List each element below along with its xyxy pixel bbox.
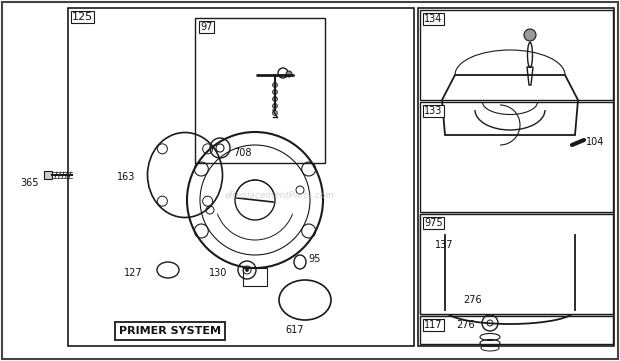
Circle shape: [286, 71, 292, 77]
Circle shape: [273, 110, 278, 116]
Circle shape: [524, 29, 536, 41]
Text: 137: 137: [435, 240, 453, 250]
Text: 97: 97: [200, 22, 213, 32]
Text: 276: 276: [463, 295, 482, 305]
Text: 127: 127: [125, 268, 143, 278]
Bar: [420, 214, 613, 314]
Circle shape: [273, 90, 278, 95]
Circle shape: [273, 83, 278, 87]
Text: 975: 975: [424, 218, 443, 228]
Circle shape: [273, 104, 278, 109]
Text: 130: 130: [208, 268, 227, 278]
Text: 125: 125: [72, 12, 93, 22]
Text: 163: 163: [117, 172, 135, 182]
Bar: [418, 8, 614, 346]
Bar: [44, 171, 52, 179]
Text: 133: 133: [424, 106, 443, 116]
Text: 708: 708: [233, 148, 252, 158]
Bar: [195, 18, 325, 163]
Bar: [420, 102, 613, 212]
Circle shape: [273, 96, 278, 101]
Text: 617: 617: [286, 325, 304, 335]
Text: 117: 117: [424, 320, 443, 330]
Text: 104: 104: [586, 137, 604, 147]
Text: PRIMER SYSTEM: PRIMER SYSTEM: [119, 326, 221, 336]
Circle shape: [246, 269, 249, 271]
Text: 365: 365: [20, 178, 39, 188]
Text: 276: 276: [456, 320, 475, 330]
Bar: [420, 214, 613, 314]
Text: 134: 134: [424, 14, 443, 24]
Text: 95: 95: [308, 254, 321, 264]
Text: eReplacementParts.com: eReplacementParts.com: [225, 191, 335, 200]
Bar: [420, 10, 613, 100]
Bar: [68, 8, 414, 346]
Bar: [243, 268, 267, 286]
Bar: [420, 316, 613, 344]
